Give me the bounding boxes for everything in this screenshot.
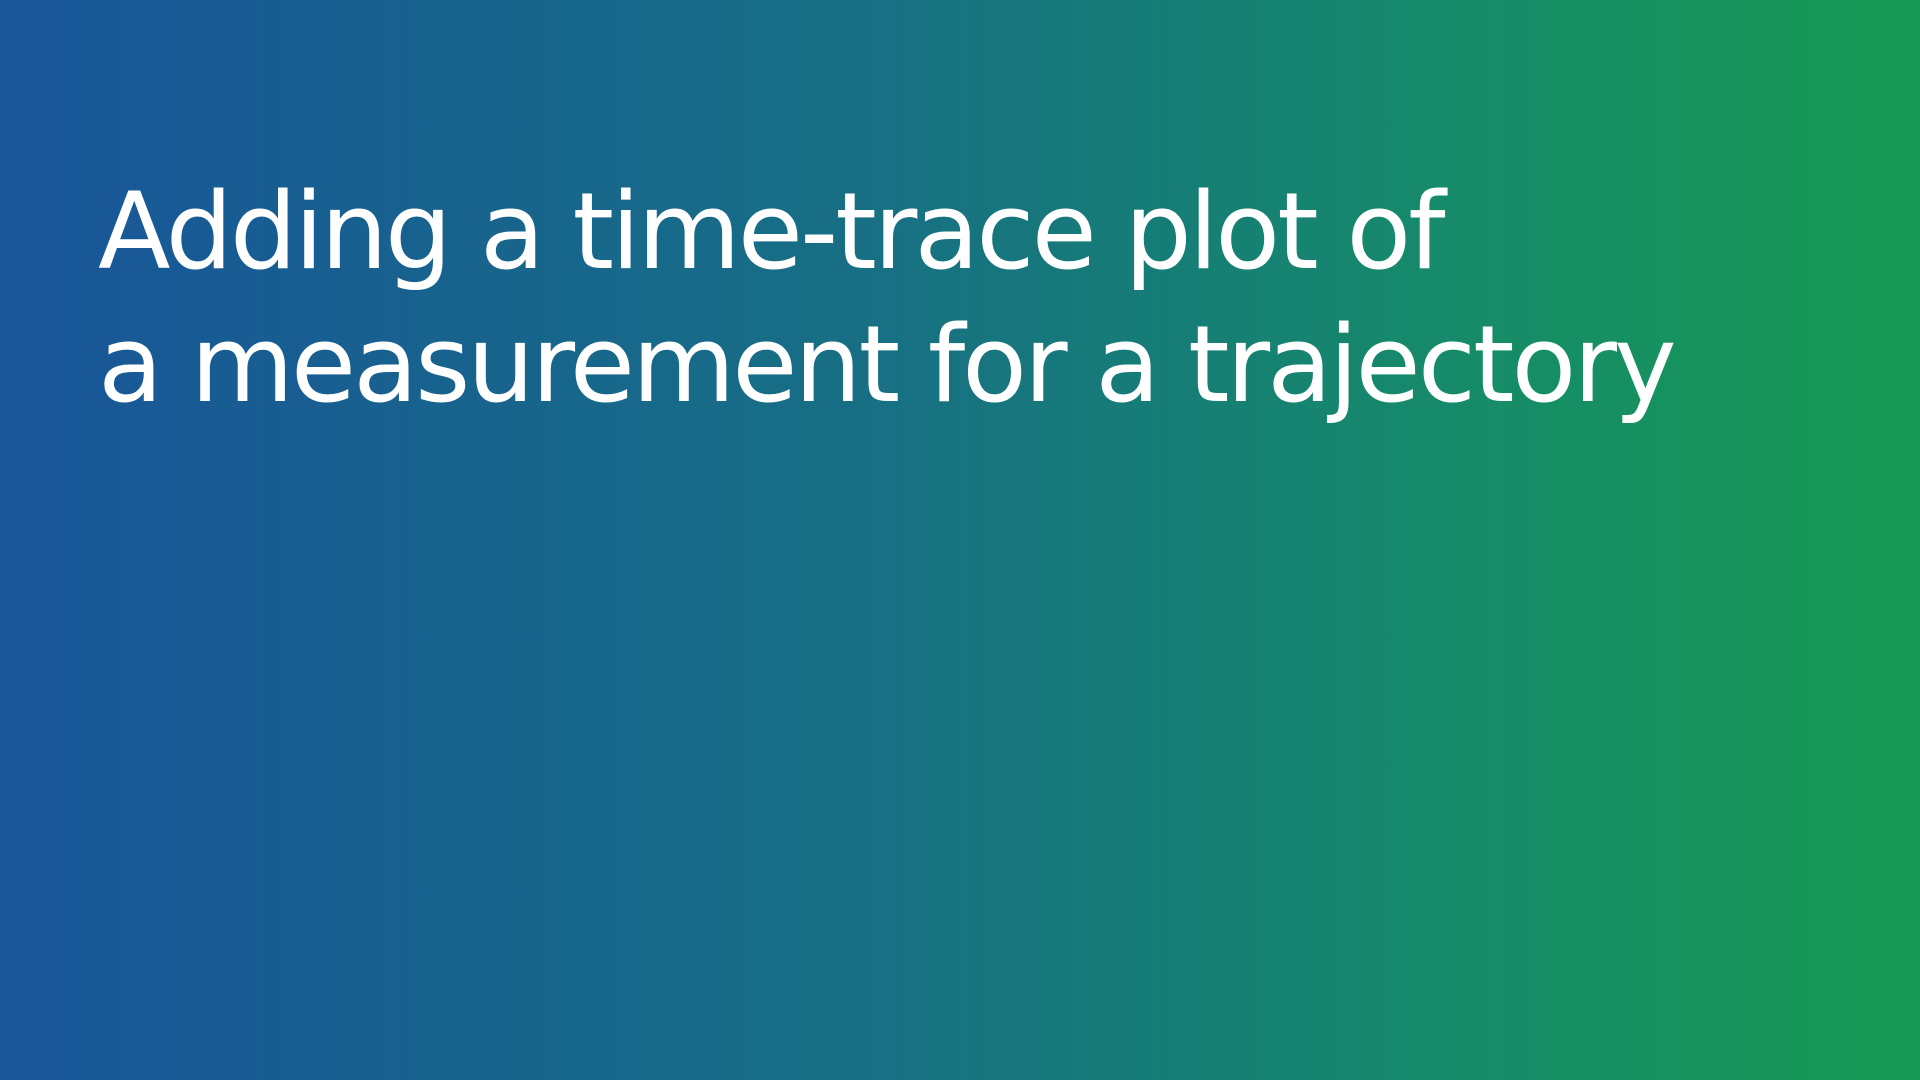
slide-title-line-2: a measurement for a trajectory <box>98 303 1677 426</box>
slide-title: Adding a time-trace plot of a measuremen… <box>98 165 1858 431</box>
slide-title-line-1: Adding a time-trace plot of <box>98 170 1446 293</box>
